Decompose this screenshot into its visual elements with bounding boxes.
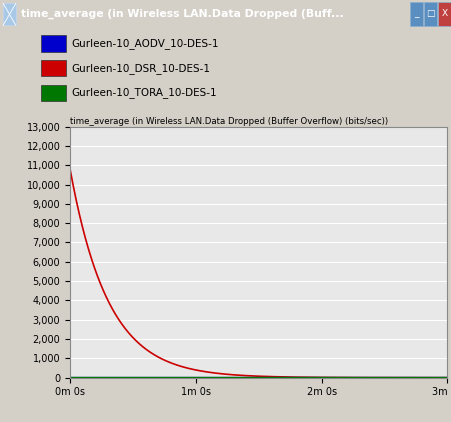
FancyBboxPatch shape (41, 85, 65, 101)
Text: Gurleen-10_DSR_10-DES-1: Gurleen-10_DSR_10-DES-1 (71, 63, 210, 74)
FancyBboxPatch shape (410, 2, 422, 27)
FancyBboxPatch shape (437, 2, 450, 27)
FancyBboxPatch shape (41, 35, 65, 52)
Text: _: _ (414, 9, 418, 18)
FancyBboxPatch shape (41, 60, 65, 76)
FancyBboxPatch shape (3, 3, 16, 25)
Text: time_average (in Wireless LAN.Data Dropped (Buff...: time_average (in Wireless LAN.Data Dropp… (21, 8, 343, 19)
FancyBboxPatch shape (423, 2, 436, 27)
Text: Gurleen-10_TORA_10-DES-1: Gurleen-10_TORA_10-DES-1 (71, 87, 216, 98)
Text: Gurleen-10_AODV_10-DES-1: Gurleen-10_AODV_10-DES-1 (71, 38, 218, 49)
Text: X: X (441, 9, 447, 18)
Text: □: □ (426, 9, 434, 18)
Text: time_average (in Wireless LAN.Data Dropped (Buffer Overflow) (bits/sec)): time_average (in Wireless LAN.Data Dropp… (70, 117, 387, 126)
